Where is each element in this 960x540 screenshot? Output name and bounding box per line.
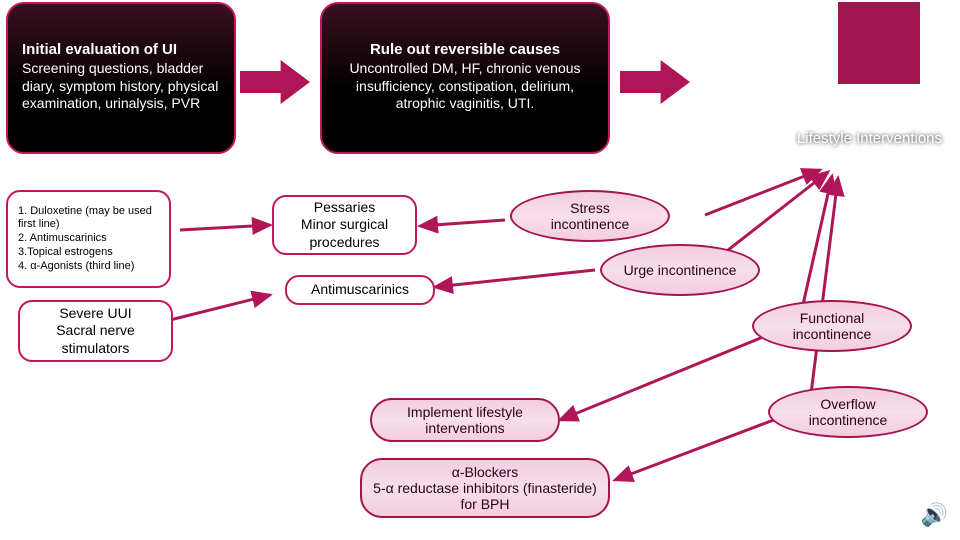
bph-text: α-Blockers 5-α reductase inhibitors (fin… <box>372 464 598 512</box>
implement-lifestyle-text: Implement lifestyle interventions <box>382 404 548 436</box>
rule-out-body: Uncontrolled DM, HF, chronic venous insu… <box>336 60 594 113</box>
stress-text: Stress incontinence <box>530 200 650 232</box>
pessaries-box: Pessaries Minor surgical procedures <box>272 195 417 255</box>
functional-oval: Functional incontinence <box>752 300 912 352</box>
rule-out-title: Rule out reversible causes <box>370 41 560 58</box>
medication-list-box: 1. Duloxetine (may be used first line) 2… <box>6 190 171 288</box>
overflow-text: Overflow incontinence <box>788 396 908 428</box>
stress-oval: Stress incontinence <box>510 190 670 242</box>
severe-uui-text: Severe UUI Sacral nerve stimulators <box>30 305 161 358</box>
medication-list-text: 1. Duloxetine (may be used first line) 2… <box>18 205 159 274</box>
urge-text: Urge incontinence <box>624 262 737 278</box>
overflow-oval: Overflow incontinence <box>768 386 928 438</box>
lifestyle-label: Lifestyle Interventions <box>797 130 942 147</box>
pessaries-text: Pessaries Minor surgical procedures <box>284 199 405 252</box>
bph-box: α-Blockers 5-α reductase inhibitors (fin… <box>360 458 610 518</box>
urge-oval: Urge incontinence <box>600 244 760 296</box>
severe-uui-box: Severe UUI Sacral nerve stimulators <box>18 300 173 362</box>
initial-evaluation-title: Initial evaluation of UI <box>22 41 177 58</box>
initial-evaluation-body: Screening questions, bladder diary, symp… <box>22 60 220 113</box>
rule-out-box: Rule out reversible causes Uncontrolled … <box>320 2 610 154</box>
lifestyle-block <box>838 2 920 84</box>
implement-lifestyle-box: Implement lifestyle interventions <box>370 398 560 442</box>
functional-text: Functional incontinence <box>772 310 892 342</box>
initial-evaluation-box: Initial evaluation of UI Screening quest… <box>6 2 236 154</box>
antimuscarinics-box: Antimuscarinics <box>285 275 435 305</box>
speaker-icon: 🔊 <box>921 502 948 528</box>
antimuscarinics-text: Antimuscarinics <box>311 281 409 299</box>
